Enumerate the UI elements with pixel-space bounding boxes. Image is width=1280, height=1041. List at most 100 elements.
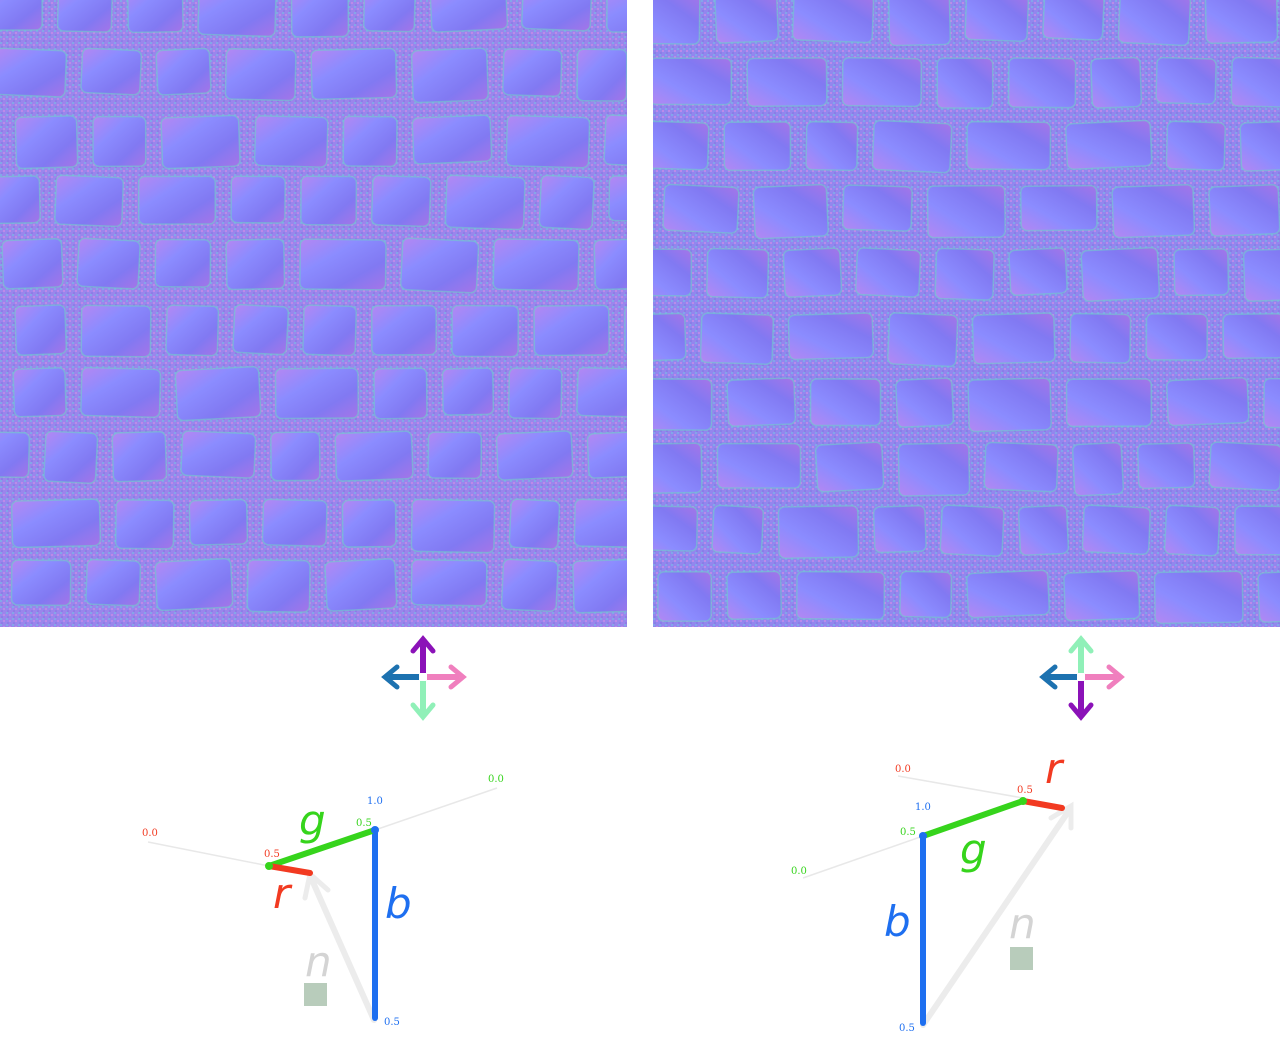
cobblestone <box>1063 570 1141 622</box>
cobblestone <box>500 558 559 612</box>
b-tick-top: 1.0 <box>367 796 383 807</box>
cobblestone <box>624 304 627 356</box>
normal-vector-diagram-left: 0.0 0.5 0.0 0.5 1.0 0.5 g r b n <box>142 774 504 1028</box>
cobblestone <box>310 47 398 101</box>
normal-map-texture-right <box>653 0 1280 627</box>
cobblestone <box>971 312 1056 365</box>
n-color-swatch <box>1010 947 1033 970</box>
cobblestone <box>1017 504 1070 556</box>
cobblestone <box>14 115 79 170</box>
cobblestone <box>505 114 591 169</box>
panel-left: 0.0 0.5 0.0 0.5 1.0 0.5 g r b n <box>0 0 627 1041</box>
cobblestone <box>1257 570 1280 623</box>
cobblestone <box>137 175 216 225</box>
cobblestone <box>854 247 922 298</box>
cobblestone <box>76 237 141 290</box>
cobblestone <box>1007 57 1077 109</box>
cobblestones-right <box>653 0 1280 625</box>
arrow-up-icon <box>410 635 436 677</box>
cobblestone <box>606 0 627 34</box>
cobblestone <box>723 121 792 172</box>
cobblestone <box>1262 377 1280 430</box>
cobblestone <box>533 304 610 357</box>
b-tick-top: 1.0 <box>915 802 931 813</box>
r-tick-end: 0.0 <box>142 828 158 839</box>
cobblestone <box>805 120 859 172</box>
arrow-right-icon <box>1081 664 1125 690</box>
cobblestone <box>444 174 526 231</box>
cobblestone <box>899 570 953 619</box>
cobblestone <box>1 238 64 290</box>
cobblestone <box>653 57 733 106</box>
cobblestone <box>887 0 952 47</box>
cobblestone <box>370 174 432 228</box>
n-label: n <box>1009 899 1036 948</box>
cobblestone <box>230 175 286 224</box>
cobblestone <box>80 47 143 96</box>
cobblestone <box>726 570 783 621</box>
r-component-line <box>1020 798 1065 811</box>
cobblestone <box>653 505 699 552</box>
cobblestone <box>80 304 152 358</box>
cobblestone <box>572 558 627 614</box>
cobblestone <box>1042 0 1105 41</box>
cobblestone <box>410 559 488 607</box>
cobblestone <box>300 175 358 226</box>
cobblestone <box>653 442 703 495</box>
cobblestone <box>1008 247 1068 297</box>
cobblestone <box>983 441 1059 493</box>
cobblestone <box>1090 56 1143 109</box>
b-tick-bottom: 0.5 <box>899 1023 915 1034</box>
cobblestone <box>299 238 387 291</box>
cobblestone <box>180 430 257 479</box>
cobblestone <box>1137 442 1196 490</box>
cobblestone <box>699 312 775 365</box>
cobblestone <box>411 114 493 165</box>
cobblestone <box>492 238 580 292</box>
direction-compass-left <box>381 635 467 721</box>
cobblestone <box>966 569 1050 619</box>
compass-center <box>1077 673 1085 681</box>
g-tick-end: 0.0 <box>791 866 807 877</box>
cobblestone <box>716 442 802 489</box>
cobblestone <box>1065 378 1153 428</box>
r-label: r <box>1045 744 1065 793</box>
cobblestone <box>964 0 1030 43</box>
normal-vector-n <box>920 801 1074 1028</box>
cobblestone <box>341 499 397 548</box>
cobblestone <box>711 504 765 555</box>
cobblestone <box>85 558 142 607</box>
cobblestone <box>573 498 627 549</box>
cobblestone <box>657 571 712 622</box>
cobblestone <box>608 175 627 223</box>
g-axis-line <box>802 835 924 879</box>
cobblestone <box>1230 56 1280 109</box>
cobblestone <box>155 47 212 96</box>
cobblestone <box>934 247 995 301</box>
cobblestone <box>887 312 959 368</box>
cobblestone <box>939 504 1005 557</box>
arrow-left-icon <box>1039 664 1081 690</box>
cobblestone <box>653 248 693 297</box>
arrow-left-icon <box>381 664 423 690</box>
cobblestone <box>586 430 627 479</box>
cobblestone <box>502 47 563 98</box>
cobblestone <box>246 559 311 613</box>
cobblestone <box>371 304 437 356</box>
cobblestone <box>871 119 953 174</box>
cobblestone <box>1165 120 1226 171</box>
cobblestone <box>302 304 357 357</box>
r-tick-mid: 0.5 <box>264 849 280 860</box>
cobblestone <box>0 431 31 479</box>
cobblestone <box>787 312 874 361</box>
cobblestone <box>324 558 398 612</box>
cobblestone <box>782 247 843 298</box>
cobblestone <box>706 247 770 299</box>
cobblestone <box>410 498 496 554</box>
cobblestone <box>10 498 102 549</box>
cobblestone <box>814 441 885 493</box>
cobblestone <box>1239 120 1280 172</box>
cobblestone <box>1242 247 1280 302</box>
cobblestone <box>10 559 72 607</box>
cobblestone <box>795 570 886 621</box>
